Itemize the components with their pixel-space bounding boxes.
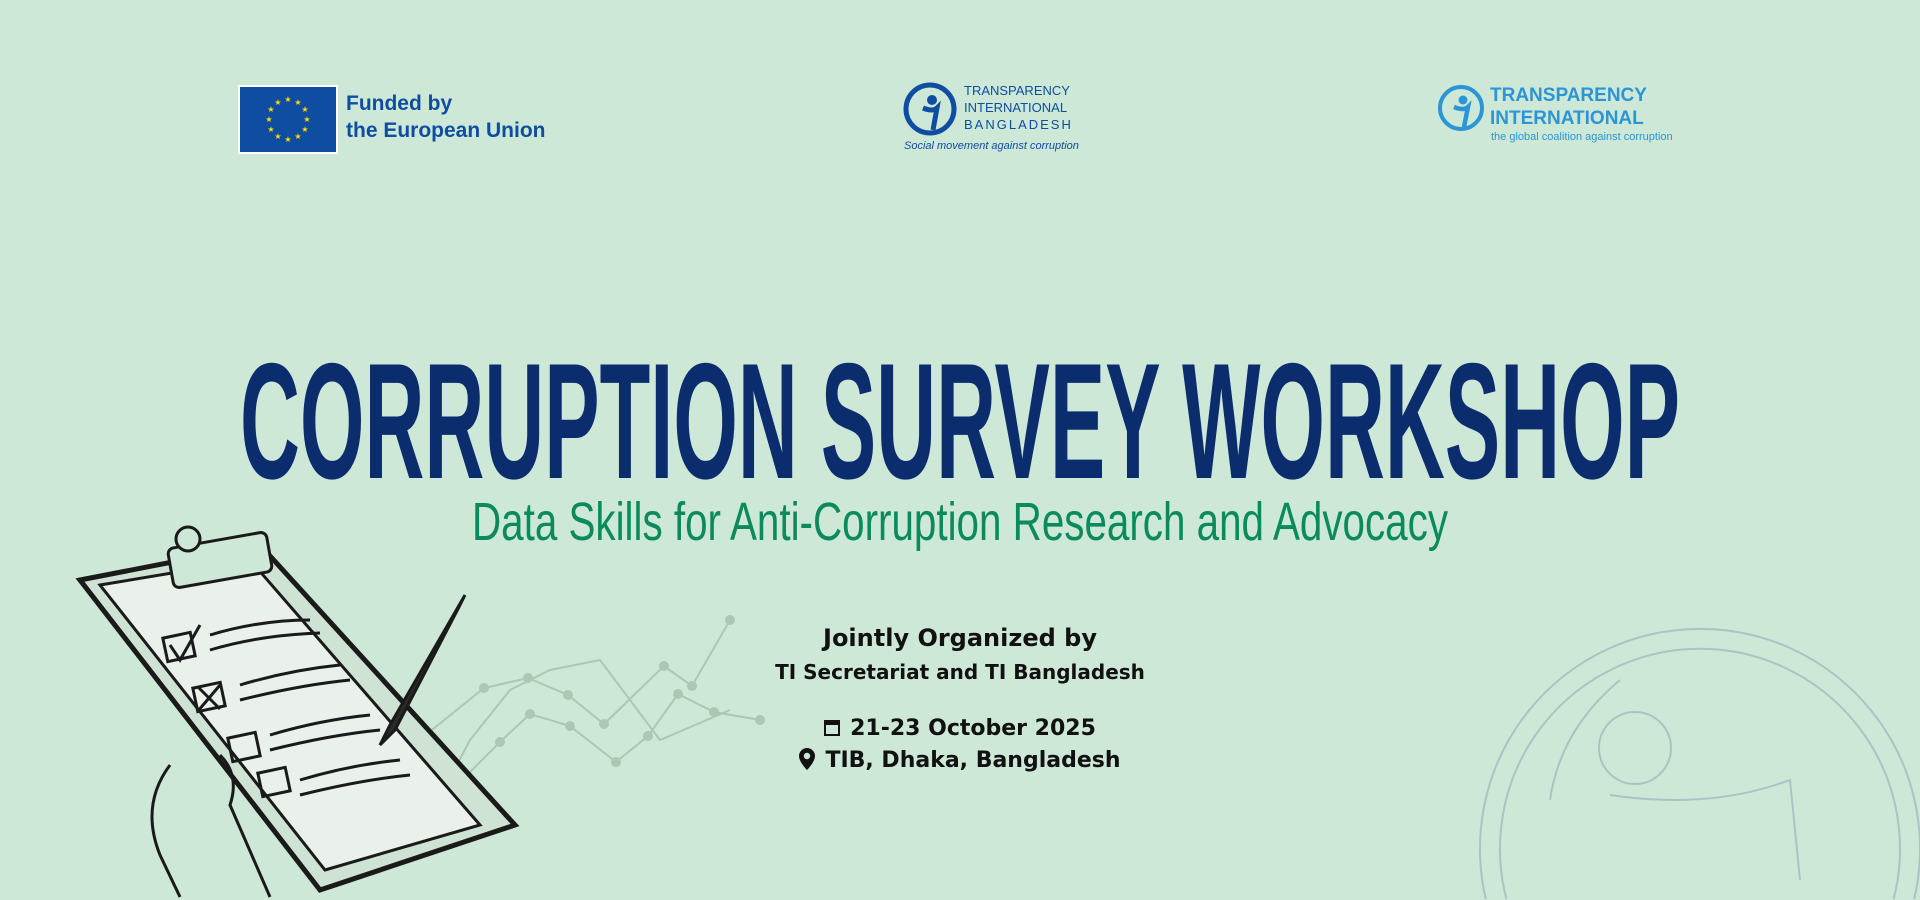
svg-text:★: ★ — [294, 98, 301, 107]
eu-line1: Funded by — [346, 92, 453, 115]
ti-line1: TRANSPARENCY — [1490, 85, 1647, 106]
tib-logo-icon — [903, 82, 957, 136]
location-text: TIB, Dhaka, Bangladesh — [825, 748, 1121, 773]
ti-logo-text: TRANSPARENCY INTERNATIONAL — [1490, 84, 1647, 130]
eu-funding-text: Funded by the European Union — [346, 90, 546, 144]
svg-text:★: ★ — [284, 95, 291, 104]
page-title: CORRUPTION SURVEY WORKSHOP — [240, 345, 1680, 495]
subtitle: Data Skills for Anti-Corruption Research… — [472, 494, 1448, 552]
svg-text:★: ★ — [294, 132, 301, 141]
event-location: TIB, Dhaka, Bangladesh — [660, 748, 1260, 773]
tib-tagline: Social movement against corruption — [904, 140, 1079, 152]
organizer-heading: Jointly Organized by — [823, 624, 1097, 652]
calendar-icon — [824, 720, 841, 736]
eu-line2: the European Union — [346, 119, 546, 142]
tib-line3: BANGLADESH — [964, 117, 1073, 132]
title-text: CORRUPTION SURVEY WORKSHOP — [240, 345, 1680, 495]
tib-line1: TRANSPARENCY — [964, 83, 1070, 98]
svg-text:★: ★ — [284, 135, 291, 144]
tib-logo-text: TRANSPARENCY INTERNATIONAL BANGLADESH — [964, 82, 1073, 133]
event-date: 21-23 October 2025 — [660, 716, 1260, 741]
svg-text:★: ★ — [274, 132, 281, 141]
ti-logo-icon — [1438, 85, 1484, 131]
svg-text:★: ★ — [274, 98, 281, 107]
svg-text:★: ★ — [301, 125, 308, 134]
ti-watermark-logo — [1479, 627, 1920, 900]
svg-text:★: ★ — [301, 105, 308, 114]
svg-text:★: ★ — [267, 105, 274, 114]
clipboard-illustration — [75, 525, 520, 898]
organizer-names: TI Secretariat and TI Bangladesh — [775, 660, 1145, 684]
subtitle-text: Data Skills for Anti-Corruption Research… — [472, 494, 1448, 552]
svg-text:★: ★ — [303, 115, 310, 124]
map-pin-icon — [799, 748, 816, 770]
tib-line2: INTERNATIONAL — [964, 100, 1068, 115]
ti-tagline: the global coalition against corruption — [1491, 131, 1673, 143]
date-text: 21-23 October 2025 — [850, 716, 1096, 741]
svg-text:★: ★ — [265, 115, 272, 124]
svg-text:★: ★ — [267, 125, 274, 134]
ti-line2: INTERNATIONAL — [1490, 108, 1644, 129]
eu-flag-logo: ★ ★ ★ ★ ★ ★ ★ ★ ★ ★ ★ ★ — [238, 85, 338, 154]
